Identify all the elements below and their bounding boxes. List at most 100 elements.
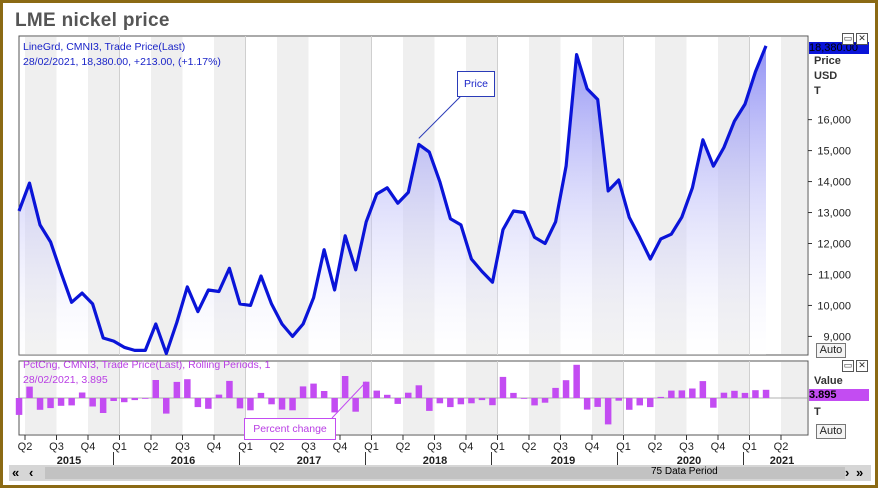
price-legend-line1: LineGrd, CMNI3, Trade Price(Last) [23,41,186,53]
quarter-label: Q3 [175,441,190,453]
change-bar [268,398,275,405]
change-bar [594,398,601,407]
scroll-thumb[interactable] [45,467,845,479]
change-bar [541,398,549,403]
change-bar [583,398,591,410]
change-bar [668,390,675,398]
quarter-label: Q1 [616,441,631,453]
scroll-next-icon[interactable]: › [845,465,850,480]
change-bar [121,398,128,403]
change-bar [289,398,296,411]
quarter-band [88,37,120,354]
quarter-label: Q2 [270,441,285,453]
change-bar [647,398,654,408]
quarter-label: Q4 [207,441,222,453]
change-bar [110,398,117,401]
change-bar [352,398,359,412]
change-legend: PctCng, CMNI3, Trade Price(Last), Rollin… [23,358,270,388]
change-bar [615,398,622,401]
price-auto-button[interactable]: Auto [816,343,846,358]
quarter-label: Q4 [333,441,348,453]
change-bar [173,381,181,398]
change-bar [752,390,759,398]
change-bar [405,392,412,398]
change-bar [741,392,749,398]
change-bar [531,398,538,406]
change-bar [457,398,465,405]
price-axis-label: 12,000 [817,239,851,251]
change-bar [436,398,444,404]
change-bar [678,390,686,398]
change-bar [194,398,202,408]
change-minimize-icon[interactable]: ▭ [842,360,854,372]
change-bar [341,376,349,398]
quarter-label: Q3 [679,441,694,453]
change-bar [552,387,559,398]
price-close-icon[interactable]: ✕ [856,33,868,45]
change-bar [89,398,96,407]
chart-title: LME nickel price [15,10,170,31]
change-bar [57,398,65,406]
change-bar [247,398,254,411]
price-callout: Price [457,71,495,97]
change-bar [299,386,307,398]
quarter-label: Q3 [553,441,568,453]
quarter-label: Q4 [585,441,600,453]
change-bar [478,398,486,401]
change-bar [78,392,86,398]
year-label: 2018 [423,455,447,467]
change-close-icon[interactable]: ✕ [856,360,868,372]
change-bar [278,398,286,410]
price-minimize-icon[interactable]: ▭ [842,33,854,45]
change-bar [215,394,223,398]
change-bar [499,376,507,398]
change-bar [562,380,570,398]
year-label: 2017 [297,455,321,467]
change-bar [226,380,233,398]
quarter-label: Q2 [522,441,537,453]
quarter-label: Q3 [49,441,64,453]
quarter-band [151,37,183,354]
change-bar [520,398,528,399]
scroll-last-icon[interactable]: » [856,465,864,480]
change-bar [310,383,317,398]
quarter-label: Q1 [364,441,379,453]
chart-canvas: Q2 Q3 Q4 Q1 Q2 Q3 Q4 Q1 Q2 Q3 Q4 Q1 Q2 Q3 Q4 Q1 Q2 Q3 Q4 Q1… [15,35,851,467]
change-auto-button[interactable]: Auto [816,424,846,439]
change-bar [689,388,696,398]
scroll-prev-icon[interactable]: ‹ [29,465,34,480]
quarter-band [781,37,807,354]
time-scrollbar[interactable]: « ‹ 75 Data Period › » [9,465,871,481]
change-bar [573,364,580,398]
change-bar [15,398,23,415]
price-axis-label: 11,000 [818,269,851,281]
price-axis-label: 15,000 [817,146,851,158]
quarter-label: Q4 [459,441,474,453]
quarter-label: Q4 [711,441,726,453]
price-axis-unit: USD [814,70,838,82]
change-bar [152,380,159,398]
price-legend-line2: 28/02/2021, 18,380.00, +213.00, (+1.17%) [23,56,221,68]
quarter-label: Q3 [301,441,316,453]
quarter-label: Q2 [144,441,159,453]
price-axis-label: 13,000 [817,208,851,220]
scroll-first-icon[interactable]: « [12,465,20,480]
quarter-label: Q1 [490,441,505,453]
change-bar [489,398,496,406]
change-bar [657,396,664,398]
quarter-label: Q2 [18,441,33,453]
last-change-badge: 3.895 [809,389,869,401]
change-bar [131,398,138,401]
change-bar [510,392,517,398]
change-bar [257,392,265,398]
last-price-badge: 18,380.00 [809,42,869,54]
change-bar [720,392,728,398]
change-axis-title: Value [814,375,843,387]
quarter-label: Q1 [742,441,757,453]
price-area [19,45,766,356]
change-bar [205,398,212,409]
change-bar [415,385,423,398]
change-bar [447,398,454,408]
year-label: 2015 [57,455,81,467]
